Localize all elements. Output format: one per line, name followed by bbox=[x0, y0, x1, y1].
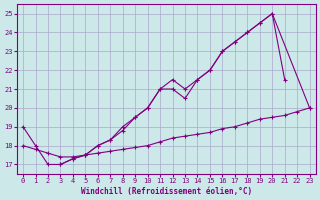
X-axis label: Windchill (Refroidissement éolien,°C): Windchill (Refroidissement éolien,°C) bbox=[81, 187, 252, 196]
